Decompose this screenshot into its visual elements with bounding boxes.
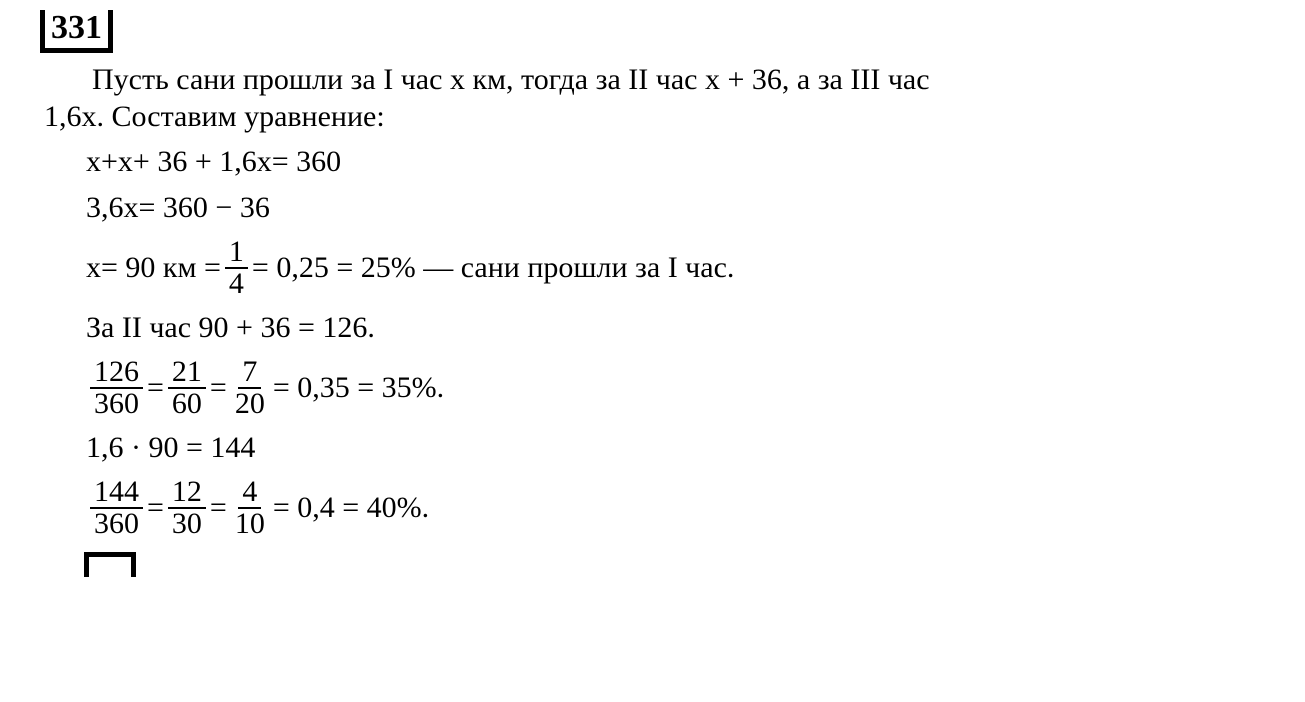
intro-text-1b: км, тогда за II час	[465, 63, 705, 96]
frac2a-num: 126	[90, 357, 143, 389]
frac2b-den: 60	[168, 389, 206, 419]
fraction-1-4: 1 4	[225, 237, 248, 299]
eq1-plus1: +	[101, 143, 118, 181]
fraction-21-60: 21 60	[168, 357, 206, 419]
eq3-x: x	[86, 249, 101, 287]
fraction-144-360: 144 360	[90, 477, 143, 539]
fraction-126-360: 126 360	[90, 357, 143, 419]
frac3b-den: 30	[168, 509, 206, 539]
eq1-end: = 360	[272, 143, 341, 181]
eq4-text: За II час 90 + 36 = 126.	[86, 309, 375, 347]
intro-text-1c: + 36, а за III час	[720, 63, 930, 96]
eq5-tail: = 0,35 = 35%.	[273, 369, 444, 407]
eq1-x2: x	[118, 143, 133, 181]
frac3b-num: 12	[168, 477, 206, 509]
eq5-eq2: =	[210, 369, 227, 407]
eq7-eq2: =	[210, 489, 227, 527]
intro-text-2b: . Составим уравнение:	[97, 100, 385, 133]
intro-var-1: x	[450, 63, 465, 96]
eq6-text: 1,6 · 90 = 144	[86, 429, 255, 467]
eq7-eq1: =	[147, 489, 164, 527]
equation-1: x + x + 36 + 1,6 x = 360	[86, 140, 1275, 184]
problem-number-box: 331	[40, 10, 113, 53]
page: 331 Пусть сани прошли за I час x км, тог…	[0, 0, 1305, 587]
equation-7: 144 360 = 12 30 = 4 10 = 0,4 = 40%.	[86, 472, 1275, 544]
math-block: x + x + 36 + 1,6 x = 360 3,6 x = 360 − 3…	[86, 140, 1275, 544]
frac3a-num: 144	[90, 477, 143, 509]
frac2b-num: 21	[168, 357, 206, 389]
equation-4: За II час 90 + 36 = 126.	[86, 306, 1275, 350]
intro-var-2: x	[705, 63, 720, 96]
equation-2: 3,6 x = 360 − 36	[86, 186, 1275, 230]
frac3c-num: 4	[238, 477, 261, 509]
frac3a-den: 360	[90, 509, 143, 539]
frac2c-den: 20	[231, 389, 269, 419]
eq5-eq1: =	[147, 369, 164, 407]
fraction-7-20: 7 20	[231, 357, 269, 419]
equation-5: 126 360 = 21 60 = 7 20 = 0,35 = 35%.	[86, 352, 1275, 424]
intro-text-1: Пусть сани прошли за I час	[92, 63, 450, 96]
eq3-tail: = 0,25 = 25% — сани прошли за I час.	[252, 249, 735, 287]
eq7-tail: = 0,4 = 40%.	[273, 489, 429, 527]
eq3-lead: = 90 км =	[101, 249, 221, 287]
frac1-num: 1	[225, 237, 248, 269]
eq2-x: x	[124, 189, 139, 227]
frac3c-den: 10	[231, 509, 269, 539]
frac1-den: 4	[225, 269, 248, 299]
eq1-mid: + 36 + 1,6	[133, 143, 257, 181]
equation-3: x = 90 км = 1 4 = 0,25 = 25% — сани прош…	[86, 232, 1275, 304]
intro-paragraph: Пусть сани прошли за I час x км, тогда з…	[44, 61, 1275, 136]
equation-6: 1,6 · 90 = 144	[86, 426, 1275, 470]
intro-var-3: x	[82, 100, 97, 133]
frac2a-den: 360	[90, 389, 143, 419]
next-problem-box-fragment	[84, 552, 136, 577]
eq2-rest: = 360 − 36	[139, 189, 270, 227]
fraction-4-10: 4 10	[231, 477, 269, 539]
problem-number: 331	[51, 9, 102, 46]
intro-text-2a: 1,6	[44, 100, 82, 133]
frac2c-num: 7	[238, 357, 261, 389]
eq1-x1: x	[86, 143, 101, 181]
eq1-x3: x	[257, 143, 272, 181]
fraction-12-30: 12 30	[168, 477, 206, 539]
eq2-coef: 3,6	[86, 189, 124, 227]
